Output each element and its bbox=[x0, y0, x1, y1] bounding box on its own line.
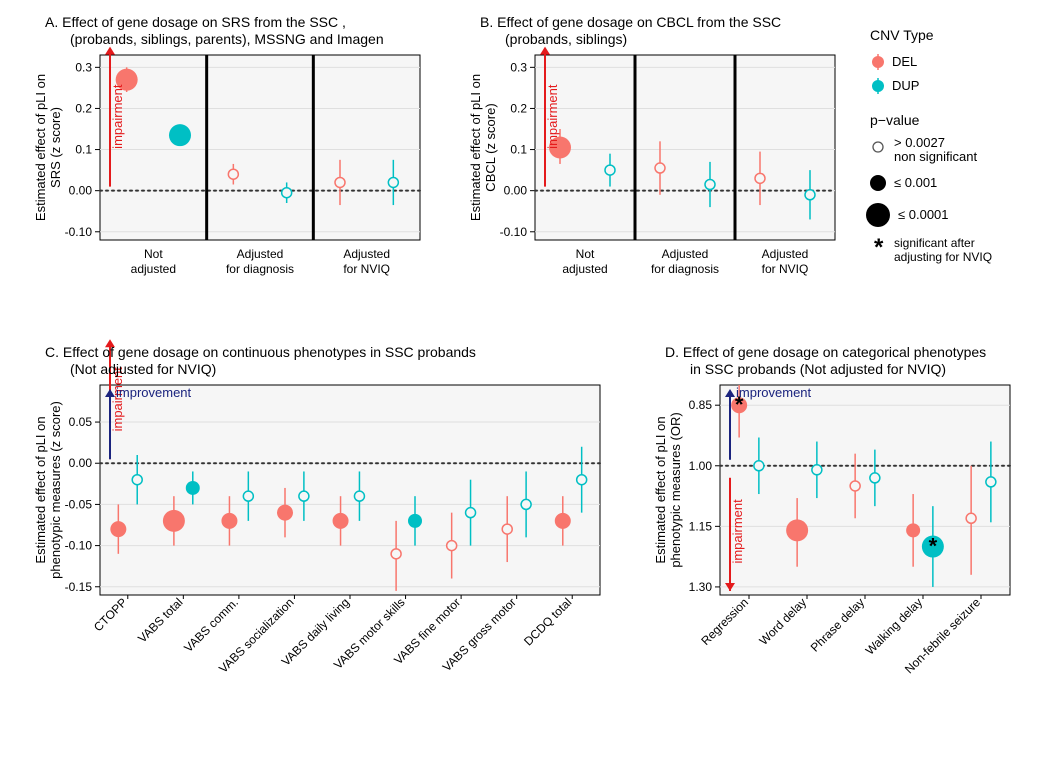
svg-text:*: * bbox=[929, 534, 938, 559]
svg-text:VABS comm.: VABS comm. bbox=[181, 595, 241, 655]
figure: -0.100.000.10.20.3NotadjustedAdjustedfor… bbox=[0, 0, 1050, 771]
svg-text:for NVIQ: for NVIQ bbox=[343, 262, 390, 276]
svg-text:0.3: 0.3 bbox=[75, 60, 92, 74]
svg-text:*: * bbox=[874, 234, 884, 261]
svg-text:Regression: Regression bbox=[698, 595, 751, 648]
svg-text:-0.10: -0.10 bbox=[65, 539, 93, 553]
svg-text:≤ 0.001: ≤ 0.001 bbox=[894, 175, 937, 190]
svg-text:0.85: 0.85 bbox=[689, 398, 713, 412]
svg-text:Not: Not bbox=[576, 247, 595, 261]
svg-text:D. Effect of gene dosage on ca: D. Effect of gene dosage on categorical … bbox=[665, 344, 986, 360]
svg-text:adjusted: adjusted bbox=[131, 262, 176, 276]
svg-text:-0.15: -0.15 bbox=[65, 580, 93, 594]
svg-text:0.00: 0.00 bbox=[504, 184, 528, 198]
svg-text:Walking delay: Walking delay bbox=[863, 595, 925, 657]
svg-text:(probands, siblings): (probands, siblings) bbox=[505, 31, 627, 47]
svg-text:0.1: 0.1 bbox=[75, 143, 92, 157]
svg-text:DCDQ total: DCDQ total bbox=[521, 595, 574, 648]
svg-text:impairment: impairment bbox=[730, 499, 745, 564]
svg-text:Estimated effect of pLI onphen: Estimated effect of pLI onphenotypic mea… bbox=[33, 401, 63, 579]
svg-text:CNV Type: CNV Type bbox=[870, 27, 934, 43]
svg-text:1.30: 1.30 bbox=[689, 580, 713, 594]
svg-text:Estimated effect of pLI onphen: Estimated effect of pLI onphenotypic mea… bbox=[653, 412, 683, 567]
svg-text:Word delay: Word delay bbox=[756, 595, 809, 648]
svg-text:0.2: 0.2 bbox=[510, 101, 527, 115]
svg-text:DUP: DUP bbox=[892, 78, 919, 93]
svg-text:0.00: 0.00 bbox=[69, 184, 93, 198]
svg-text:significant after: significant after bbox=[894, 236, 975, 250]
svg-text:(probands, siblings, parents),: (probands, siblings, parents), MSSNG and… bbox=[70, 31, 384, 47]
svg-text:> 0.0027: > 0.0027 bbox=[894, 135, 945, 150]
svg-text:-0.10: -0.10 bbox=[500, 225, 528, 239]
svg-text:1.15: 1.15 bbox=[689, 519, 713, 533]
svg-text:0.3: 0.3 bbox=[510, 60, 527, 74]
svg-text:Adjusted: Adjusted bbox=[237, 247, 284, 261]
svg-text:0.00: 0.00 bbox=[69, 456, 93, 470]
svg-text:≤ 0.0001: ≤ 0.0001 bbox=[898, 207, 949, 222]
svg-text:adjusted: adjusted bbox=[562, 262, 607, 276]
svg-text:improvement: improvement bbox=[736, 385, 812, 400]
svg-text:adjusting for NVIQ: adjusting for NVIQ bbox=[894, 250, 992, 264]
svg-text:improvement: improvement bbox=[116, 385, 192, 400]
svg-text:VABS total: VABS total bbox=[135, 595, 185, 645]
svg-text:(Not adjusted for NVIQ): (Not adjusted for NVIQ) bbox=[70, 361, 216, 377]
svg-text:0.1: 0.1 bbox=[510, 143, 527, 157]
svg-text:for diagnosis: for diagnosis bbox=[651, 262, 719, 276]
svg-text:impairment: impairment bbox=[545, 84, 560, 149]
svg-text:p−value: p−value bbox=[870, 112, 920, 128]
svg-text:Adjusted: Adjusted bbox=[343, 247, 390, 261]
svg-text:-0.10: -0.10 bbox=[65, 225, 93, 239]
svg-text:in SSC probands (Not adjusted: in SSC probands (Not adjusted for NVIQ) bbox=[690, 361, 946, 377]
svg-text:Estimated effect of pLI onCBCL: Estimated effect of pLI onCBCL (z score) bbox=[468, 74, 498, 221]
svg-text:0.2: 0.2 bbox=[75, 101, 92, 115]
svg-text:DEL: DEL bbox=[892, 54, 917, 69]
svg-text:for diagnosis: for diagnosis bbox=[226, 262, 294, 276]
svg-text:for NVIQ: for NVIQ bbox=[762, 262, 809, 276]
svg-text:Adjusted: Adjusted bbox=[762, 247, 809, 261]
svg-text:Adjusted: Adjusted bbox=[662, 247, 709, 261]
svg-text:0.05: 0.05 bbox=[69, 415, 93, 429]
svg-text:non significant: non significant bbox=[894, 149, 977, 164]
svg-text:Not: Not bbox=[144, 247, 163, 261]
svg-text:impairment: impairment bbox=[110, 84, 125, 149]
svg-text:CTOPP: CTOPP bbox=[91, 595, 130, 634]
svg-text:-0.05: -0.05 bbox=[65, 497, 93, 511]
svg-text:A. Effect of gene dosage on SR: A. Effect of gene dosage on SRS from the… bbox=[45, 14, 346, 30]
svg-text:B. Effect of gene dosage on CB: B. Effect of gene dosage on CBCL from th… bbox=[480, 14, 781, 30]
svg-text:C. Effect of gene dosage on co: C. Effect of gene dosage on continuous p… bbox=[45, 344, 476, 360]
svg-text:Phrase delay: Phrase delay bbox=[808, 595, 867, 654]
svg-text:1.00: 1.00 bbox=[689, 459, 713, 473]
svg-text:Estimated effect of pLI onSRS: Estimated effect of pLI onSRS (z score) bbox=[33, 74, 63, 221]
